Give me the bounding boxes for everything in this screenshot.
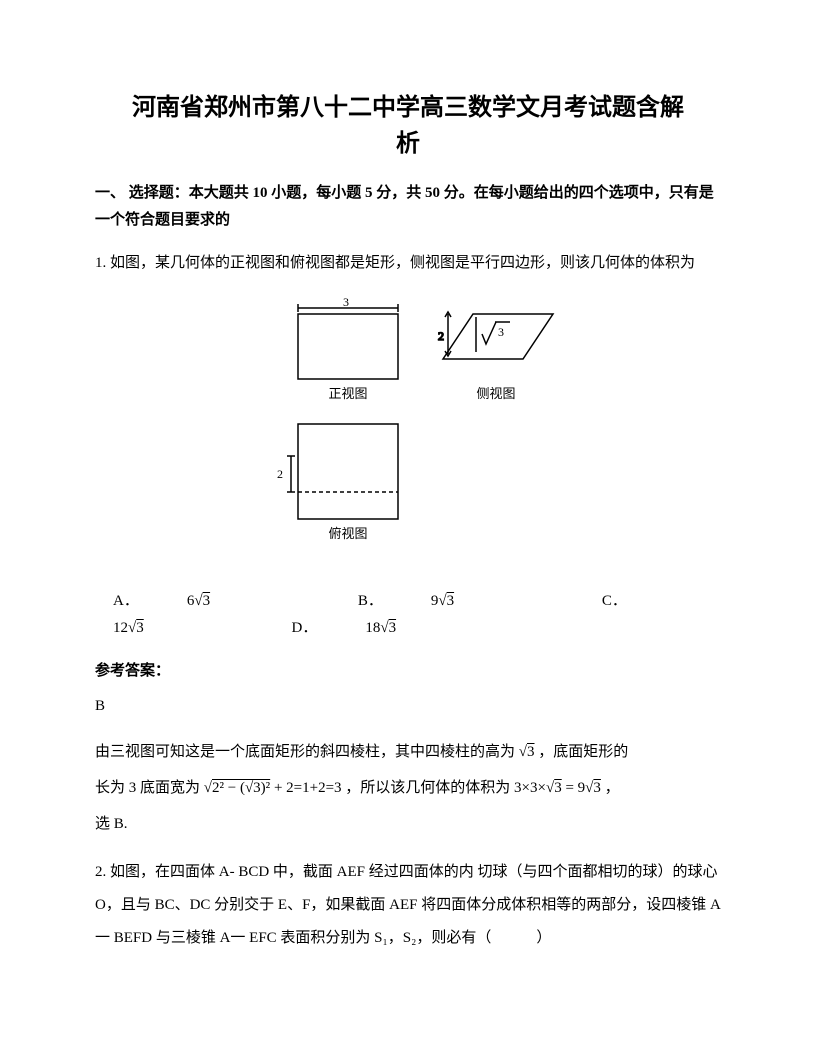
section-header: 一、 选择题：本大题共 10 小题，每小题 5 分，共 50 分。在每小题给出的… [95,180,721,234]
explain-part-3: 长为 3 底面宽为 [95,780,200,796]
sqrt3-inline: √3 [519,744,535,760]
answer-options: A．6√3 B．9√3 C．12√3 D．18√3 [113,588,721,642]
explain-part-4: ，所以该几何体的体积为 [345,780,510,796]
three-view-diagram: 3 正视图 2 3 侧视图 2 俯视图 [95,294,721,564]
formula-width: √2² − (√3)² + 2=1+2=3 [204,780,342,796]
front-view-label: 正视图 [328,386,367,401]
explain-part-5: ， [605,780,620,796]
answer-value: B [95,693,721,720]
question-2-text: 2. 如图，在四面体 A- BCD 中，截面 AEF 经过四面体的内 切球（与四… [95,856,721,955]
question-1-text: 1. 如图，某几何体的正视图和俯视图都是矩形，侧视图是平行四边形，则该几何体的体… [95,248,721,278]
dim-2-top: 2 [277,467,283,481]
explain-part-6: 选 B. [95,816,128,832]
top-view-label: 俯视图 [328,526,367,541]
explanation: 由三视图可知这是一个底面矩形的斜四棱柱，其中四棱柱的高为 √3 ，底面矩形的 长… [95,734,721,842]
dim-3: 3 [343,295,349,309]
explain-part-2: ，底面矩形的 [538,744,628,760]
page-title: 河南省郑州市第八十二中学高三数学文月考试题含解 析 [95,90,721,162]
option-b: B．9√3 [358,593,550,609]
title-line-1: 河南省郑州市第八十二中学高三数学文月考试题含解 [95,90,721,126]
dim-2-side: 2 [438,329,444,343]
answer-label: 参考答案： [95,658,721,685]
dim-sqrt3: 3 [498,325,504,339]
title-line-2: 析 [95,126,721,162]
side-view-label: 侧视图 [476,386,515,401]
explain-part-1: 由三视图可知这是一个底面矩形的斜四棱柱，其中四棱柱的高为 [95,744,515,760]
option-a: A．6√3 [113,593,306,609]
option-d: D．18√3 [291,620,492,636]
formula-volume: 3×3×√3 = 9√3 [514,780,601,796]
